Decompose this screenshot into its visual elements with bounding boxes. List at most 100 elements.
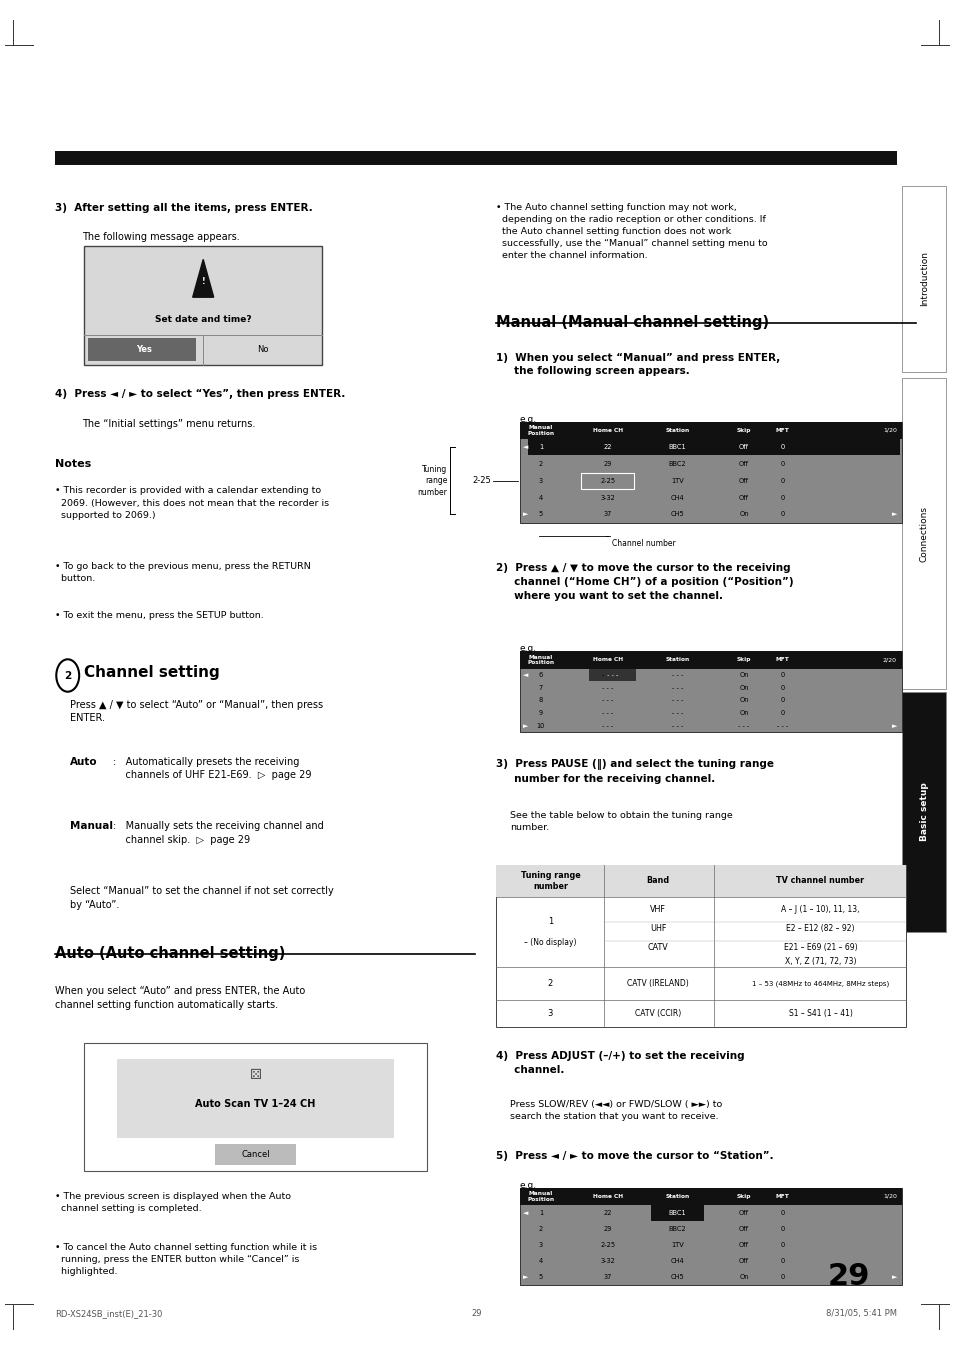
- Text: ►: ►: [522, 1274, 528, 1279]
- Text: 1 – 53 (48MHz to 464MHz, 8MHz steps): 1 – 53 (48MHz to 464MHz, 8MHz steps): [751, 981, 888, 986]
- Text: Manual (Manual channel setting): Manual (Manual channel setting): [496, 315, 768, 330]
- Text: On: On: [739, 512, 748, 517]
- Text: Press SLOW/REV (◄◄) or FWD/SLOW ( ►►) to
search the station that you want to rec: Press SLOW/REV (◄◄) or FWD/SLOW ( ►►) to…: [510, 1100, 721, 1121]
- Text: e.g.: e.g.: [519, 644, 537, 654]
- Text: Manual
Position: Manual Position: [527, 1192, 554, 1201]
- Text: On: On: [739, 1274, 748, 1279]
- Text: ►: ►: [891, 512, 897, 517]
- Text: 0: 0: [780, 461, 783, 467]
- Text: Off: Off: [739, 478, 748, 484]
- Text: 10: 10: [537, 723, 544, 730]
- Text: :   Manually sets the receiving channel and
    channel skip.  ▷  page 29: : Manually sets the receiving channel an…: [112, 821, 323, 844]
- Text: 3-32: 3-32: [599, 1258, 615, 1265]
- Text: 2-25: 2-25: [599, 478, 615, 484]
- Text: CATV (IRELAND): CATV (IRELAND): [627, 979, 688, 988]
- Text: 2-25: 2-25: [599, 1242, 615, 1248]
- Text: 0: 0: [780, 697, 783, 704]
- Text: 29: 29: [827, 1262, 869, 1292]
- Text: Yes: Yes: [135, 345, 152, 354]
- Text: 4: 4: [538, 1258, 542, 1265]
- Text: Manual: Manual: [70, 821, 112, 831]
- Text: ►: ►: [522, 723, 528, 730]
- Text: 7: 7: [538, 685, 542, 690]
- Text: 2: 2: [538, 1225, 542, 1232]
- Text: Station: Station: [664, 1194, 689, 1198]
- Text: Off: Off: [739, 444, 748, 450]
- Text: - - -: - - -: [776, 723, 787, 730]
- Text: 0: 0: [780, 685, 783, 690]
- Text: 1TV: 1TV: [670, 1242, 683, 1248]
- Text: 3)  Press PAUSE (‖) and select the tuning range
     number for the receiving ch: 3) Press PAUSE (‖) and select the tuning…: [496, 759, 773, 784]
- Text: On: On: [739, 685, 748, 690]
- Text: E21 – E69 (21 – 69): E21 – E69 (21 – 69): [782, 943, 857, 952]
- Text: 0: 0: [780, 494, 783, 501]
- Text: BBC1: BBC1: [668, 444, 685, 450]
- Text: - - -: - - -: [671, 697, 682, 704]
- Text: CH4: CH4: [670, 1258, 683, 1265]
- Text: Auto Scan TV 1–24 CH: Auto Scan TV 1–24 CH: [195, 1098, 315, 1109]
- Bar: [902, 186, 945, 372]
- Text: - - -: - - -: [601, 723, 613, 730]
- Text: MFT: MFT: [775, 658, 788, 662]
- Text: • The Auto channel setting function may not work,
  depending on the radio recep: • The Auto channel setting function may …: [496, 203, 767, 261]
- Text: Band: Band: [646, 877, 669, 885]
- Text: ►: ►: [891, 723, 897, 730]
- Text: 37: 37: [603, 512, 611, 517]
- Text: BBC2: BBC2: [668, 461, 685, 467]
- Text: • The previous screen is displayed when the Auto
  channel setting is completed.: • The previous screen is displayed when …: [55, 1192, 291, 1213]
- Text: Set date and time?: Set date and time?: [154, 315, 252, 324]
- Text: BBC2: BBC2: [668, 1225, 685, 1232]
- Text: Manual
Position: Manual Position: [527, 655, 554, 665]
- Text: Off: Off: [739, 461, 748, 467]
- Text: 8/31/05, 5:41 PM: 8/31/05, 5:41 PM: [825, 1309, 896, 1317]
- Text: Manual
Position: Manual Position: [527, 426, 554, 435]
- Text: 0: 0: [780, 444, 783, 450]
- Text: 6: 6: [538, 671, 542, 678]
- Text: - - -: - - -: [606, 671, 618, 678]
- Text: 37: 37: [603, 1274, 611, 1279]
- Text: On: On: [739, 671, 748, 678]
- Text: A – J (1 – 10), 11, 13,: A – J (1 – 10), 11, 13,: [781, 905, 859, 915]
- Text: Tuning range
number: Tuning range number: [520, 871, 579, 890]
- Bar: [55, 151, 896, 165]
- Text: Skip: Skip: [736, 1194, 751, 1198]
- Text: 0: 0: [780, 512, 783, 517]
- Bar: [580, 473, 634, 489]
- Text: Skip: Skip: [736, 428, 751, 432]
- Text: - - -: - - -: [671, 685, 682, 690]
- Text: X, Y, Z (71, 72, 73): X, Y, Z (71, 72, 73): [784, 958, 855, 966]
- Text: Basic setup: Basic setup: [919, 782, 928, 842]
- Text: 1/20: 1/20: [882, 428, 896, 432]
- Text: Select “Manual” to set the channel if not set correctly
by “Auto”.: Select “Manual” to set the channel if no…: [70, 886, 333, 909]
- Text: ►: ►: [891, 1274, 897, 1279]
- Text: Tuning
range
number: Tuning range number: [417, 465, 447, 497]
- Text: 29: 29: [471, 1309, 482, 1317]
- Text: Home CH: Home CH: [592, 428, 622, 432]
- Text: 3)  After setting all the items, press ENTER.: 3) After setting all the items, press EN…: [55, 203, 313, 212]
- Text: On: On: [739, 711, 748, 716]
- Text: 1: 1: [547, 917, 553, 927]
- Text: Notes: Notes: [55, 459, 91, 469]
- Text: MFT: MFT: [775, 428, 788, 432]
- Text: CATV (CCIR): CATV (CCIR): [635, 1009, 680, 1017]
- Text: !: !: [201, 277, 205, 286]
- Bar: [902, 378, 945, 689]
- Text: 5: 5: [538, 1274, 542, 1279]
- Text: CH5: CH5: [670, 1274, 683, 1279]
- Text: 3-32: 3-32: [599, 494, 615, 501]
- Text: 0: 0: [780, 478, 783, 484]
- Text: Connections: Connections: [919, 505, 928, 562]
- Text: 22: 22: [603, 444, 611, 450]
- Text: 4)  Press ◄ / ► to select “Yes”, then press ENTER.: 4) Press ◄ / ► to select “Yes”, then pre…: [55, 389, 345, 399]
- Text: 3: 3: [538, 478, 542, 484]
- Text: 2/20: 2/20: [882, 658, 896, 662]
- Bar: [496, 865, 905, 1027]
- Text: 0: 0: [780, 1258, 783, 1265]
- Text: 4: 4: [538, 494, 542, 501]
- Text: On: On: [739, 697, 748, 704]
- Text: ►: ►: [522, 512, 528, 517]
- Text: – (No display): – (No display): [523, 938, 577, 947]
- Text: - - -: - - -: [671, 723, 682, 730]
- Text: Station: Station: [664, 428, 689, 432]
- Bar: [117, 1059, 394, 1138]
